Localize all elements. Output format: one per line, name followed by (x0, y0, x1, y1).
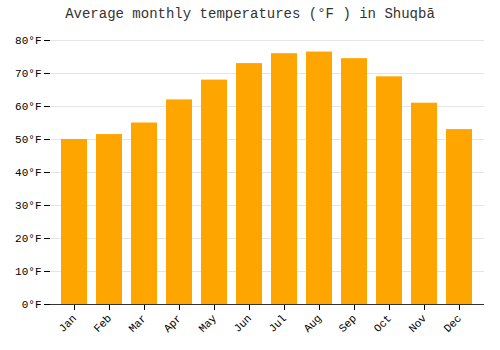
svg-text:80°F: 80°F (15, 35, 41, 47)
svg-text:0°F: 0°F (22, 299, 42, 311)
svg-text:40°F: 40°F (15, 167, 41, 179)
svg-text:Feb: Feb (92, 312, 114, 334)
svg-text:30°F: 30°F (15, 200, 41, 212)
svg-text:Sep: Sep (337, 312, 359, 334)
svg-text:Jun: Jun (232, 312, 254, 334)
svg-text:50°F: 50°F (15, 134, 41, 146)
svg-text:70°F: 70°F (15, 68, 41, 80)
svg-text:Oct: Oct (372, 312, 394, 334)
svg-text:May: May (197, 312, 220, 335)
html-text:Average monthly temperatures (: Average monthly temperatures (°F ) in Sh… (65, 6, 435, 22)
svg-text:Nov: Nov (407, 312, 430, 335)
svg-text:Dec: Dec (442, 312, 464, 334)
svg-text:Mar: Mar (127, 312, 149, 334)
svg-text:Jan: Jan (57, 312, 79, 334)
svg-text:20°F: 20°F (15, 233, 41, 245)
svg-text:Apr: Apr (162, 312, 184, 334)
svg-text:Jul: Jul (267, 312, 289, 334)
svg-text:60°F: 60°F (15, 101, 41, 113)
svg-text:Aug: Aug (302, 312, 324, 334)
svg-text:10°F: 10°F (15, 266, 41, 278)
